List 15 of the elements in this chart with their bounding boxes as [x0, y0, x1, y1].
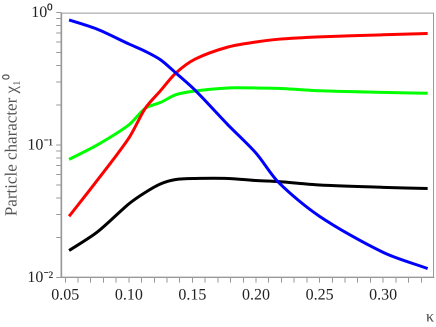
x-tick-label: 0.10: [114, 286, 143, 304]
y-axis-title: Particle character χ₁⁰: [2, 74, 21, 216]
x-tick-label: 0.20: [242, 286, 270, 304]
y-tick-label: 10⁰: [31, 2, 54, 21]
x-tick-label: 0.05: [51, 286, 80, 304]
line-series: [68, 176, 430, 252]
y-tick-label: 10⁻¹: [27, 136, 54, 154]
x-axis-title: κ: [426, 308, 434, 326]
x-tick-label: 0.30: [369, 286, 398, 304]
line-series: [68, 18, 430, 270]
line-series: [68, 86, 430, 161]
line-series: [68, 32, 430, 218]
x-tick-label: 0.25: [306, 286, 334, 304]
y-tick-label: 10⁻²: [27, 268, 54, 286]
x-tick-label: 0.15: [178, 286, 206, 304]
